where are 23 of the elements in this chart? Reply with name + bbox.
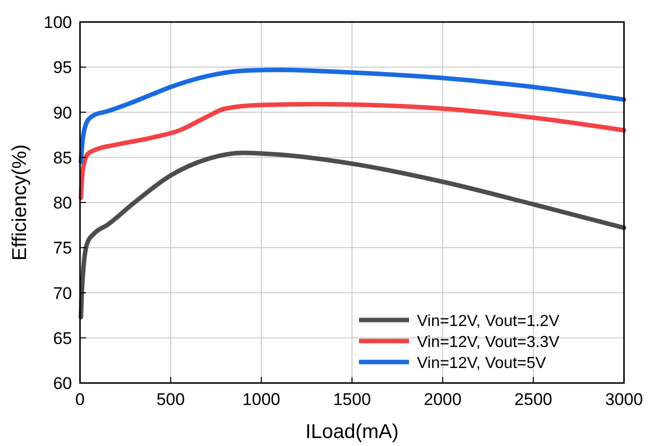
legend-label: Vin=12V, Vout=5V: [417, 355, 546, 372]
x-tick-label: 1500: [333, 390, 371, 409]
x-axis-title: ILoad(mA): [305, 421, 399, 443]
y-tick-label: 60: [53, 374, 72, 393]
y-tick-label: 65: [53, 328, 72, 348]
x-tick-label: 3000: [605, 390, 643, 409]
y-tick-label: 75: [53, 238, 72, 258]
y-axis-title: Efficiency(%): [9, 144, 31, 261]
line-series: [78, 68, 626, 164]
x-tick-label: 0: [75, 390, 85, 409]
x-tick-label: 500: [156, 390, 185, 409]
line-series: [78, 102, 626, 200]
x-tick-label: 1000: [242, 390, 280, 409]
y-tick-label: 70: [53, 284, 72, 303]
x-tick-label: 2500: [514, 390, 552, 409]
legend-label: Vin=12V, Vout=1.2V: [417, 313, 560, 330]
y-tick-label: 85: [53, 148, 72, 168]
y-tick-label: 90: [53, 103, 72, 122]
y-tick-label: 100: [44, 13, 72, 32]
y-tick-label: 80: [53, 194, 72, 212]
x-tick-label: 2000: [424, 390, 462, 409]
legend-label: Vin=12V, Vout=3.3V: [417, 334, 560, 351]
y-tick-label: 95: [53, 58, 72, 78]
